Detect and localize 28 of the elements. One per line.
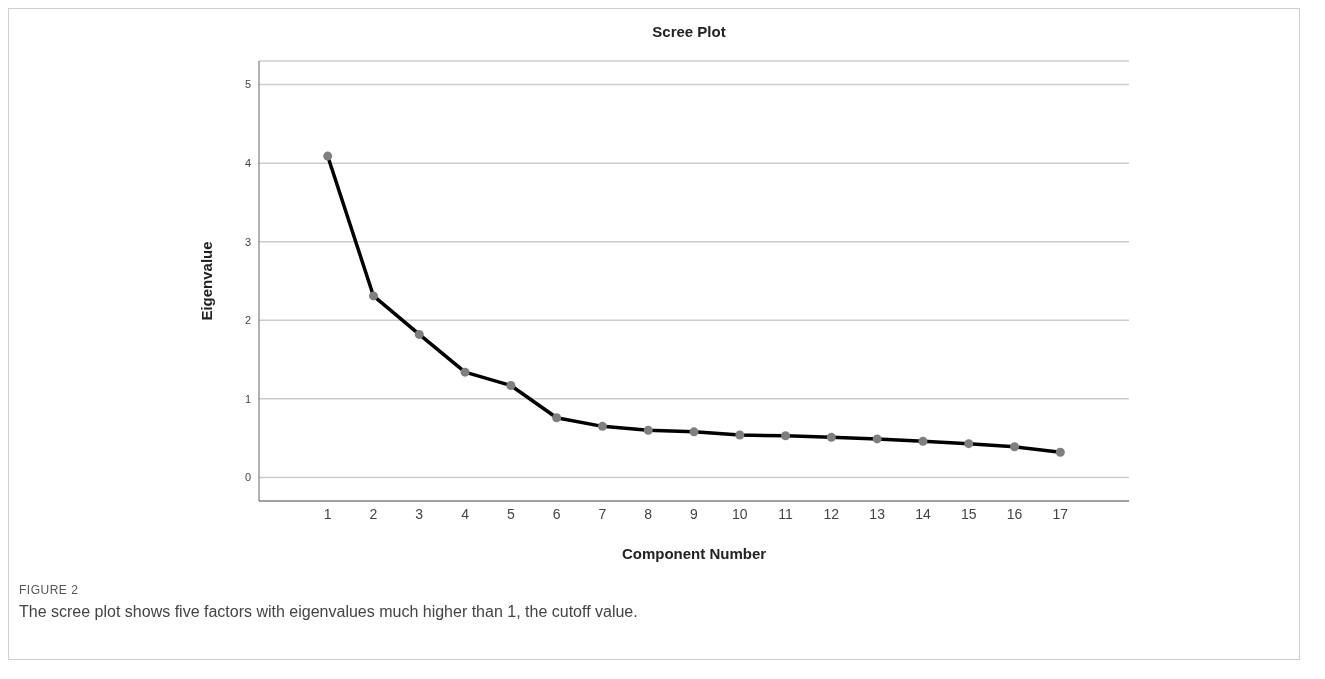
y-tick-label: 1 [244,392,251,405]
x-tick-label: 3 [415,505,424,522]
x-tick-label: 7 [598,505,607,522]
x-tick-label: 15 [960,505,977,522]
y-tick-label: 4 [244,157,251,170]
x-tick-label: 14 [915,505,931,522]
y-tick-label: 5 [244,78,251,91]
x-tick-label: 10 [732,505,748,522]
x-tick-label: 13 [869,505,886,522]
x-tick-label: 4 [461,505,470,522]
x-tick-label: 6 [552,505,561,522]
chart-title: Scree Plot [652,23,726,40]
text: The scree plot shows five factors with eigenvalues much higher than 1, the cutoff value. [19,603,638,621]
x-tick-label: 9 [690,505,699,522]
x-tick-label: 12 [823,505,840,522]
x-tick-label: 2 [369,505,378,522]
x-tick-label: 11 [778,505,794,522]
x-tick-label: 5 [506,505,515,522]
y-tick-label: 3 [244,235,251,248]
x-axis-title: Component Number [621,545,767,562]
x-tick-label: 1 [323,505,332,522]
x-tick-label: 16 [1006,505,1023,522]
y-tick-label: 2 [244,314,251,327]
x-tick-label: 17 [1052,505,1069,522]
y-tick-label: 0 [244,471,251,484]
caption: FIGURE 2 [19,583,79,597]
y-axis-title: Eigenvalue [198,241,216,321]
x-tick-label: 8 [644,505,653,522]
